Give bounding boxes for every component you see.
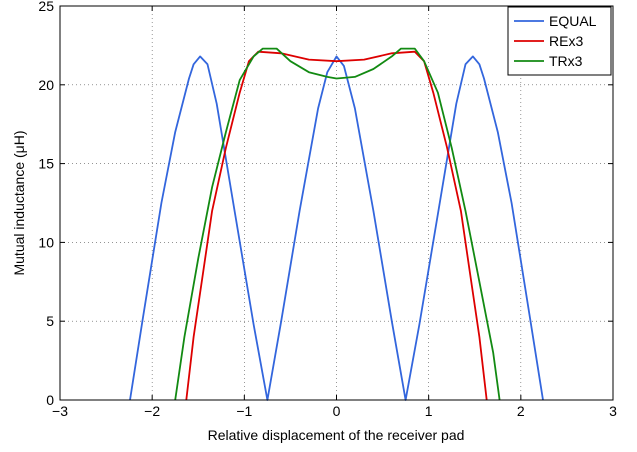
x-tick-label: −3 [52, 403, 68, 419]
y-tick-label: 25 [38, 0, 54, 14]
y-tick-labels: 0 5 10 15 20 25 [38, 0, 54, 408]
series-line-trx3 [174, 47, 501, 401]
x-tick-label: 3 [609, 403, 617, 419]
x-tick-label: 1 [425, 403, 433, 419]
x-tick-labels: −3 −2 −1 0 1 2 3 [52, 403, 617, 419]
legend-label: EQUAL [549, 13, 597, 29]
y-axis-label: Mutual inductance (μH) [11, 130, 27, 275]
y-tick-label: 20 [38, 77, 54, 93]
y-tick-label: 10 [38, 234, 54, 250]
x-tick-label: 2 [517, 403, 525, 419]
legend-label: REx3 [549, 33, 583, 49]
series-line-equal [129, 55, 544, 401]
x-axis-label: Relative displacement of the receiver pa… [208, 427, 465, 443]
series-line-rex3 [185, 50, 488, 401]
x-tick-label: 0 [333, 403, 341, 419]
series-layer [129, 47, 544, 401]
y-tick-label: 5 [46, 313, 54, 329]
legend-label: TRx3 [549, 53, 583, 69]
x-tick-label: −1 [236, 403, 252, 419]
y-tick-label: 0 [46, 392, 54, 408]
axis-ticks [59, 5, 614, 401]
grid-lines [60, 6, 613, 400]
y-tick-label: 15 [38, 156, 54, 172]
x-tick-label: −2 [144, 403, 160, 419]
legend: EQUAL REx3 TRx3 [507, 6, 612, 76]
